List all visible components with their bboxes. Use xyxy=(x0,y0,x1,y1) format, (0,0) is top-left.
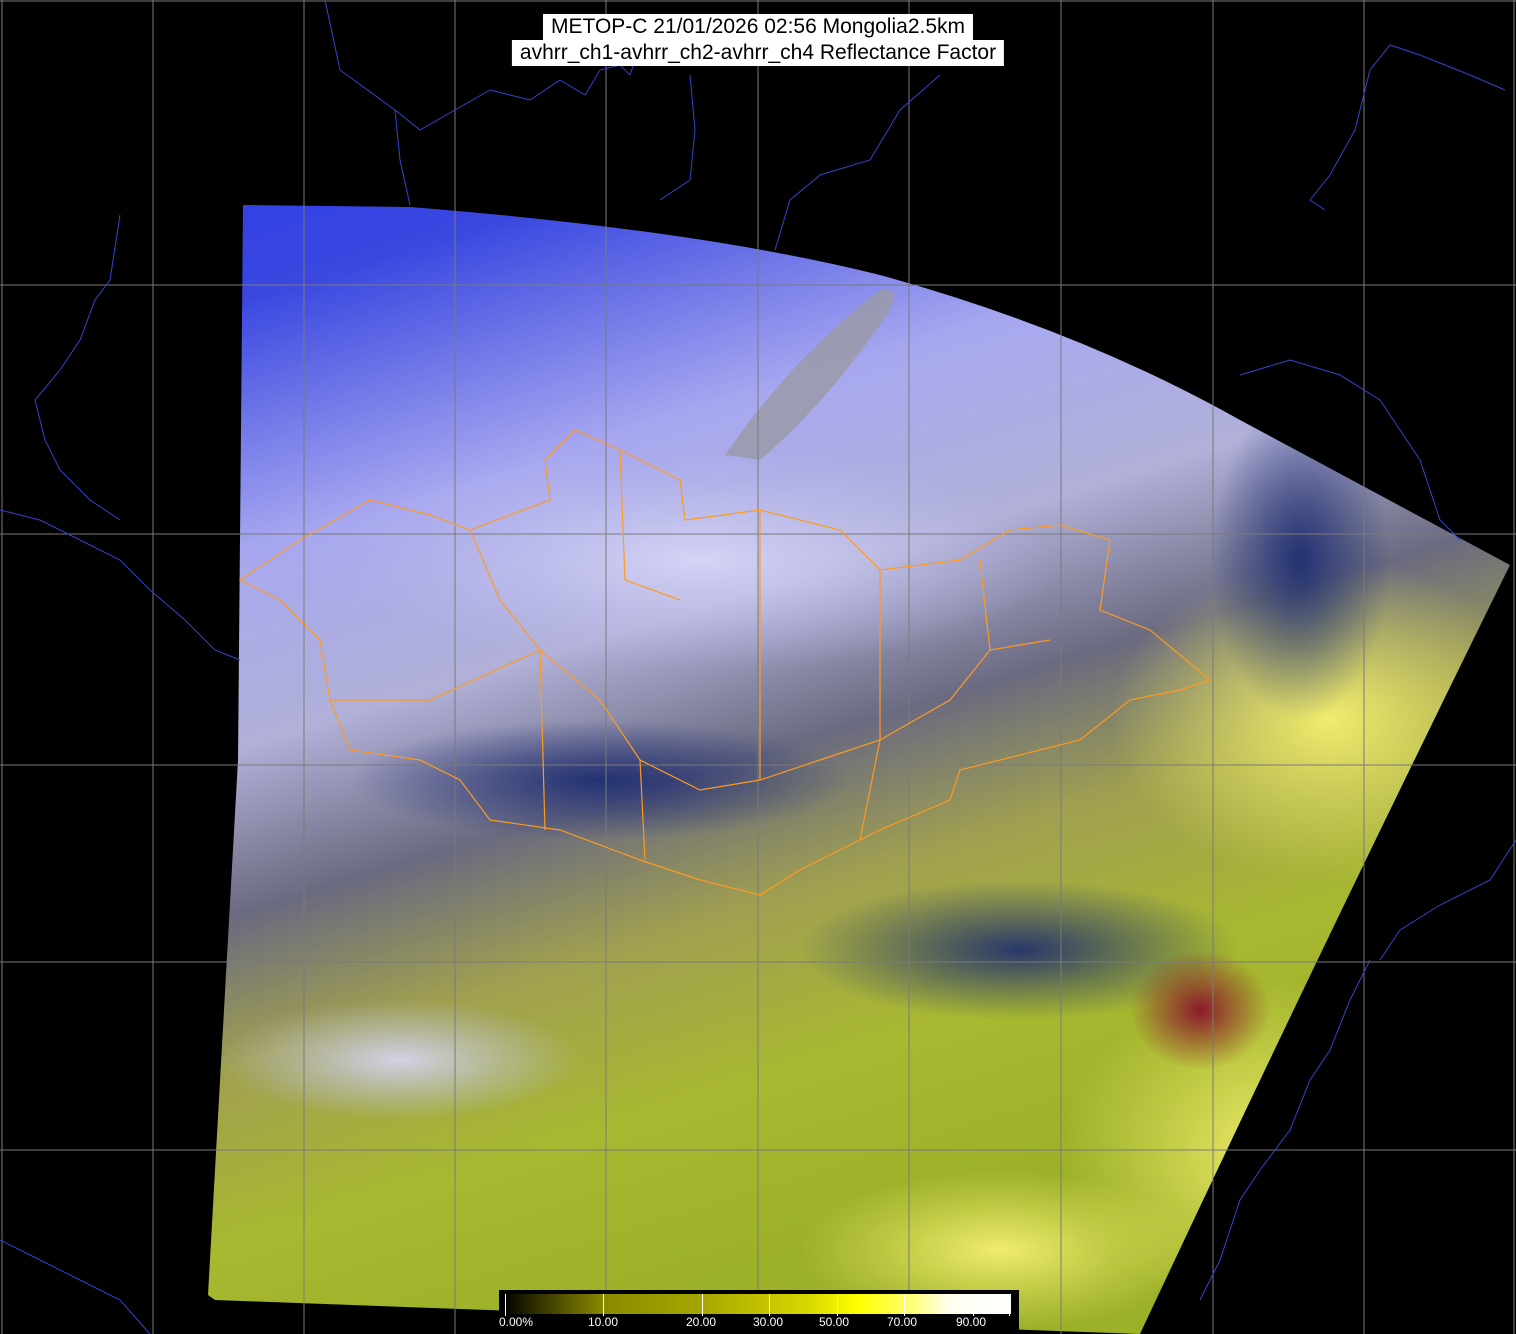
colorbar-gradient xyxy=(503,1294,1011,1314)
colorbar-tick xyxy=(702,1294,703,1316)
colorbar-label: 0.00% xyxy=(499,1315,534,1329)
colorbar-tick xyxy=(837,1294,838,1316)
title-line-1: METOP-C 21/01/2026 02:56 Mongolia2.5km xyxy=(542,14,974,40)
colorbar-label: 70.00 xyxy=(887,1315,918,1329)
colorbar-label: 10.00 xyxy=(588,1315,619,1329)
colorbar-tick xyxy=(1009,1294,1010,1316)
colorbar-tick xyxy=(904,1294,905,1316)
colorbar-label: 50.00 xyxy=(819,1315,850,1329)
colorbar-label: 20.00 xyxy=(686,1315,717,1329)
title-line-2: avhrr_ch1-avhrr_ch2-avhrr_ch4 Reflectanc… xyxy=(511,40,1005,66)
colorbar-label: 90.00 xyxy=(956,1315,987,1329)
colorbar-tick xyxy=(505,1294,506,1316)
province-borders xyxy=(238,429,1212,896)
colorbar-tick xyxy=(973,1294,974,1316)
colorbar-tick xyxy=(603,1294,604,1316)
colorbar-label: 30.00 xyxy=(753,1315,784,1329)
colorbar-legend: 0.00% 10.00 20.00 30.00 50.00 70.00 90.0… xyxy=(499,1290,1019,1334)
colorbar-tick xyxy=(769,1294,770,1316)
